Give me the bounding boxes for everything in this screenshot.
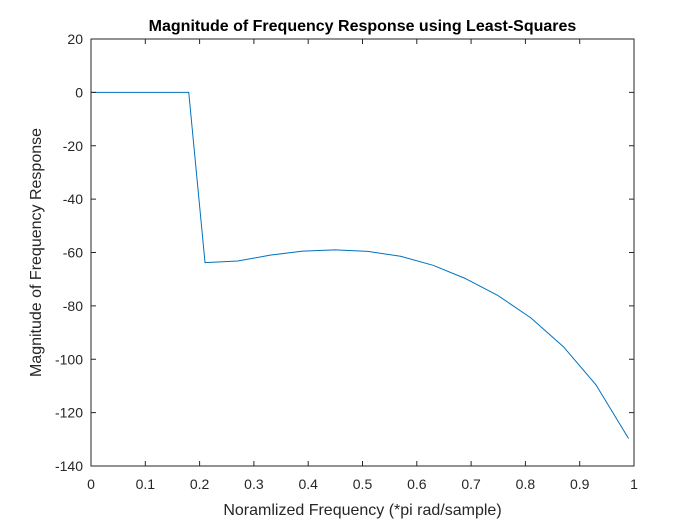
series-line bbox=[91, 91, 629, 439]
y-tick-label: 20 bbox=[67, 31, 83, 47]
plot-area bbox=[91, 39, 634, 466]
x-axis-label: Noramlized Frequency (*pi rad/sample) bbox=[223, 502, 501, 519]
y-tick-label: -80 bbox=[63, 298, 83, 314]
y-tick-label: -100 bbox=[55, 351, 83, 367]
y-tick-label: -60 bbox=[63, 245, 83, 261]
y-axis-label: Magnitude of Frequency Response bbox=[28, 128, 45, 377]
x-tick-label: 0.3 bbox=[244, 476, 264, 492]
y-tick-label: -140 bbox=[55, 458, 83, 474]
y-tick-label: -120 bbox=[55, 405, 83, 421]
y-tick-label: -40 bbox=[63, 191, 83, 207]
x-tick-label: 0.2 bbox=[190, 476, 210, 492]
y-tick-label: -20 bbox=[63, 138, 83, 154]
x-tick-label: 0.6 bbox=[407, 476, 427, 492]
x-tick-label: 0.8 bbox=[516, 476, 536, 492]
x-tick-label: 0.5 bbox=[353, 476, 373, 492]
x-tick-label: 0.7 bbox=[461, 476, 481, 492]
x-tick-label: 0.9 bbox=[570, 476, 590, 492]
x-tick-label: 0.4 bbox=[298, 476, 318, 492]
x-tick-label: 1 bbox=[630, 476, 638, 492]
series-layer bbox=[91, 91, 629, 439]
x-axis: 0 0.1 0.2 0.3 0.4 0.5 0.6 0.7 0.8 0.9 1 bbox=[87, 39, 638, 492]
y-axis: 20 0 -20 -40 -60 -80 -100 -120 -140 bbox=[55, 31, 634, 474]
chart-title: Magnitude of Frequency Response using Le… bbox=[149, 18, 577, 35]
y-tick-label: 0 bbox=[75, 84, 83, 100]
x-tick-label: 0.1 bbox=[136, 476, 156, 492]
x-tick-label: 0 bbox=[87, 476, 95, 492]
